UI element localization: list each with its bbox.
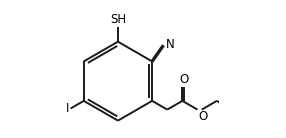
Text: I: I [65, 102, 69, 115]
Text: SH: SH [110, 14, 126, 26]
Text: O: O [198, 110, 208, 123]
Text: N: N [166, 38, 174, 51]
Text: O: O [179, 73, 188, 86]
